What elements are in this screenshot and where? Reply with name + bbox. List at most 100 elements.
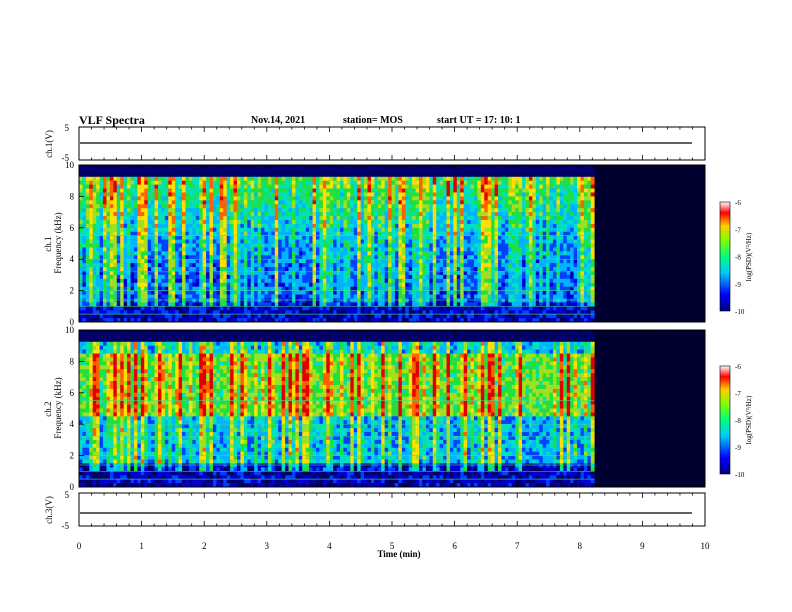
spectrogram-cell	[243, 208, 248, 213]
spectrogram-cell	[116, 286, 121, 291]
spectrogram-cell	[405, 310, 410, 315]
spectrogram-cell	[288, 278, 293, 284]
spectrogram-cell	[491, 239, 495, 244]
spectrogram-cell	[381, 302, 386, 307]
spectrogram-cell	[388, 247, 392, 252]
spectrogram-cell	[394, 184, 399, 189]
spectrogram-cell	[291, 196, 296, 201]
spectrogram-cell	[271, 263, 276, 268]
spectrogram-cell	[487, 267, 492, 272]
spectrogram-cell	[219, 274, 224, 280]
spectrogram-cell	[498, 172, 502, 178]
spectrogram-cell	[144, 180, 149, 185]
spectrogram-cell	[82, 274, 87, 280]
spectrogram-cell	[175, 165, 179, 170]
spectrogram-cell	[240, 227, 245, 233]
spectrogram-cell	[158, 310, 162, 315]
spectrogram-cell	[288, 239, 293, 244]
spectrogram-cell	[113, 290, 118, 295]
spectrogram-cell	[425, 216, 430, 221]
spectrogram-cell	[116, 267, 121, 272]
spectrogram-cell	[377, 204, 382, 209]
spectrogram-cell	[133, 318, 138, 323]
spectrogram-cell	[405, 286, 410, 291]
spectrogram-cell	[133, 172, 138, 178]
spectrogram-cell	[305, 212, 310, 217]
spectrogram-cell	[425, 286, 430, 291]
spectrogram-cell	[494, 168, 499, 174]
spectrogram-cell	[449, 219, 454, 225]
spectrogram-cell	[429, 212, 434, 217]
spectrogram-cell	[113, 180, 118, 185]
spectrogram-cell	[370, 223, 375, 229]
spectrogram-cell	[357, 310, 362, 315]
spectrogram-cell	[487, 176, 492, 181]
spectrogram-cell	[147, 251, 152, 256]
spectrogram-cell	[79, 290, 83, 295]
spectrogram-cell	[123, 204, 128, 209]
spectrogram-cell	[271, 172, 276, 178]
spectrogram-cell	[288, 286, 293, 291]
spectrogram-cell	[209, 212, 214, 217]
spectrogram-cell	[443, 168, 447, 174]
spectrogram-cell	[96, 290, 100, 295]
spectrogram-cell	[185, 243, 190, 248]
spectrogram-cell	[212, 270, 217, 276]
spectrogram-cell	[364, 306, 368, 311]
spectrogram-cell	[271, 204, 276, 209]
spectrogram-cell	[79, 251, 83, 256]
spectrogram-cell	[353, 235, 358, 240]
spectrogram-cell	[384, 208, 389, 213]
spectrogram-cell	[370, 165, 375, 170]
spectrogram-cell	[370, 208, 375, 213]
spectrogram-cell	[219, 270, 224, 276]
spectrogram-cell	[333, 251, 337, 256]
spectrogram-cell	[381, 298, 386, 303]
spectrogram-cell	[109, 290, 114, 295]
spectrogram-cell	[436, 247, 441, 252]
spectrogram-cell	[137, 286, 142, 291]
spectrogram-cell	[151, 188, 155, 193]
spectrogram-cell	[278, 290, 283, 295]
spectrogram-cell	[247, 282, 252, 287]
spectrogram-cell	[175, 318, 179, 323]
spectrogram-cell	[473, 200, 478, 205]
spectrogram-cell	[449, 165, 454, 170]
spectrogram-cell	[144, 176, 149, 181]
spectrogram-cell	[346, 235, 351, 240]
spectrogram-cell	[295, 223, 300, 229]
spectrogram-cell	[322, 165, 327, 170]
spectrogram-cell	[274, 314, 279, 319]
spectrogram-cell	[429, 247, 434, 252]
spectrogram-cell	[140, 200, 145, 205]
spectrogram-cell	[264, 251, 269, 256]
spectrogram-cell	[398, 192, 403, 197]
spectrogram-cell	[473, 172, 478, 178]
spectrogram-cell	[388, 290, 392, 295]
spectrogram-cell	[85, 165, 90, 170]
spectrogram-cell	[243, 310, 248, 315]
spectrogram-cell	[487, 290, 492, 295]
spectrogram-cell	[415, 165, 420, 170]
spectrogram-cell	[185, 251, 190, 256]
spectrogram-cell	[230, 294, 234, 299]
spectrogram-cell	[394, 267, 399, 272]
spectrogram-cell	[261, 310, 265, 315]
spectrogram-cell	[219, 227, 224, 233]
spectrogram-cell	[219, 223, 224, 229]
spectrogram-cell	[278, 216, 283, 221]
spectrogram-cell	[188, 274, 193, 280]
spectrogram-cell	[278, 192, 283, 197]
spectrogram-cell	[240, 314, 245, 319]
spectrogram-cell	[188, 239, 193, 244]
spectrogram-cell	[460, 286, 465, 291]
spectrogram-cell	[312, 318, 317, 323]
spectrogram-cell	[460, 302, 465, 307]
spectrogram-cell	[151, 247, 155, 252]
spectrogram-cell	[240, 267, 245, 272]
spectrogram-cell	[175, 251, 179, 256]
spectrogram-cell	[370, 306, 375, 311]
spectrogram-cell	[405, 223, 410, 229]
spectrogram-cell	[106, 216, 111, 221]
spectrogram-cell	[498, 168, 502, 174]
